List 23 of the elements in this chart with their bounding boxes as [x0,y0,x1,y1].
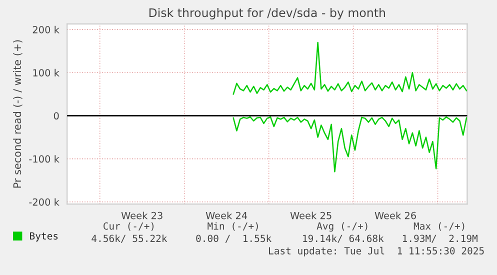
text: Last update: Tue Jul 1 11:55:30 2025 [269,246,484,256]
x-tick-label: Week 23 [121,212,162,220]
y-tick-label: -200 k [29,198,60,206]
y-tick-label: 200 k [32,26,60,34]
x-tick-label: Week 26 [374,212,416,220]
text: Cur (-/+) [104,222,154,231]
text: 4.56k/ 55.22k [92,234,168,243]
x-tick-label: Week 25 [290,212,332,220]
line-series [232,116,468,172]
y-tick-label: -100 k [29,155,60,163]
text: Max (-/+) [414,222,464,231]
y-tick-label: 0 [54,112,59,120]
legend-label: Bytes [30,232,58,242]
text: 0.00 / 1.55k [196,234,272,243]
y-tick-label: 100 k [33,68,60,76]
line-series [232,42,468,95]
x-tick-label: Week 24 [206,212,248,220]
chart-title: Disk throughput for /dev/sda - by month [149,8,385,20]
y-axis-title: Pr second read (-) / write (+) [13,40,22,188]
text: 19.14k/ 64.68k [303,234,384,243]
text: 1.93M/ 2.19M [402,234,478,243]
text: Avg (-/+) [316,222,368,232]
text: Min (-/+) [208,222,258,231]
